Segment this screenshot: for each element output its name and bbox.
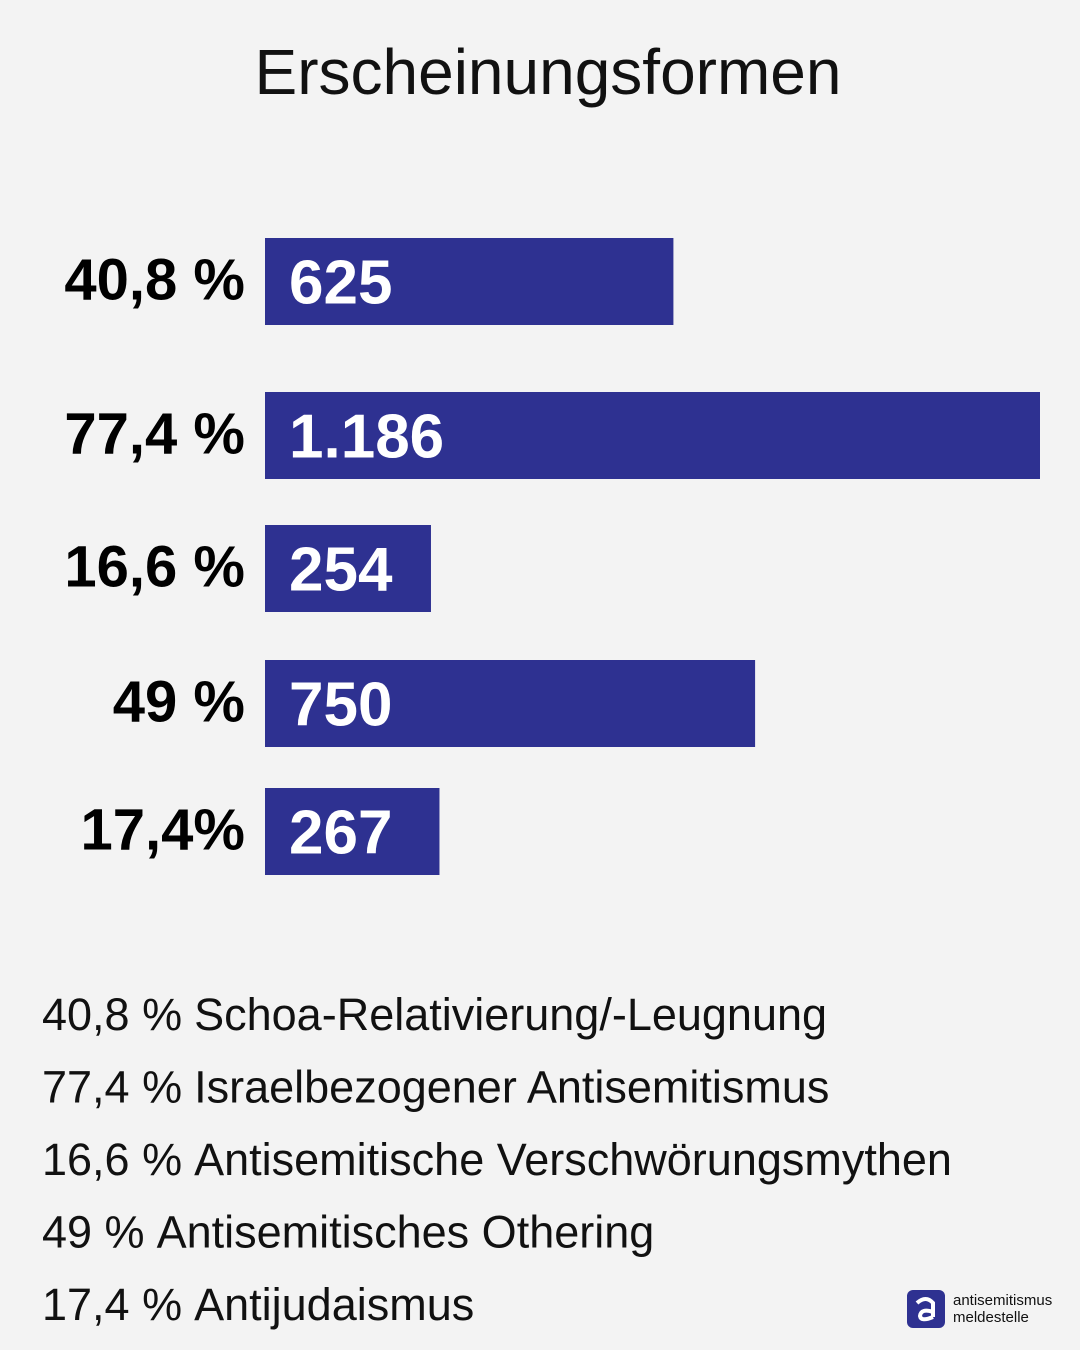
legend-category: Israelbezogener Antisemitismus xyxy=(194,1062,829,1113)
value-label: 750 xyxy=(289,671,392,740)
legend-share: 40,8 % xyxy=(42,989,182,1040)
legend-category: Antijudaismus xyxy=(194,1279,474,1330)
legend-entry: 49 % Antisemitisches Othering xyxy=(42,1207,654,1258)
value-label: 1.186 xyxy=(289,403,444,472)
legend-share: 77,4 % xyxy=(42,1062,182,1113)
legend-share: 49 % xyxy=(42,1207,145,1258)
legend-share: 16,6 % xyxy=(42,1134,182,1185)
legend-category: Antisemitisches Othering xyxy=(157,1207,655,1258)
logo-glyph xyxy=(915,1297,935,1322)
share-label: 17,4% xyxy=(81,798,245,863)
share-label: 77,4 % xyxy=(64,402,245,467)
legend-entry: 16,6 % Antisemitische Verschwörungsmythen xyxy=(42,1134,952,1185)
logo: antisemitismus meldestelle xyxy=(907,1290,1052,1328)
logo-text: antisemitismus xyxy=(953,1292,1052,1309)
bar xyxy=(265,392,1040,479)
share-label: 49 % xyxy=(113,670,245,735)
share-label: 16,6 % xyxy=(64,535,245,600)
bar xyxy=(265,525,431,612)
bar xyxy=(265,788,440,875)
logo-text: meldestelle xyxy=(953,1309,1029,1326)
bar xyxy=(265,660,756,747)
value-label: 625 xyxy=(289,249,392,318)
value-label: 267 xyxy=(289,799,392,868)
chart-title: Erscheinungsformen xyxy=(255,36,842,108)
legend-entry: 17,4 % Antijudaismus xyxy=(42,1279,474,1330)
legend-entry: 40,8 % Schoa-Relativierung/-Leugnung xyxy=(42,989,827,1040)
bar xyxy=(265,238,674,325)
legend-category: Antisemitische Verschwörungsmythen xyxy=(194,1134,952,1185)
legend-category: Schoa-Relativierung/-Leugnung xyxy=(194,989,827,1040)
legend-share: 17,4 % xyxy=(42,1279,182,1330)
value-label: 254 xyxy=(289,536,393,605)
legend-entry: 77,4 % Israelbezogener Antisemitismus xyxy=(42,1062,829,1113)
share-label: 40,8 % xyxy=(64,248,245,313)
